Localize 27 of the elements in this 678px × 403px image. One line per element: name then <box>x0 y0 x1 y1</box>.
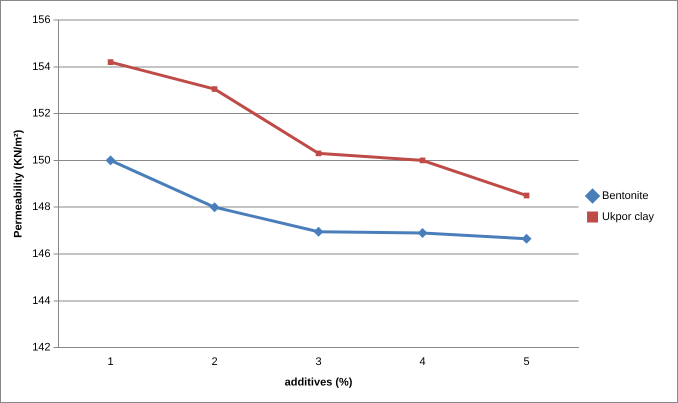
y-tick-label: 150 <box>32 154 51 166</box>
y-tick-label: 152 <box>32 108 51 120</box>
y-tick-label: 144 <box>32 294 51 307</box>
y-tick-label: 156 <box>32 14 51 26</box>
x-axis-title: additives (%) <box>284 376 353 388</box>
point <box>108 59 114 65</box>
y-axis-title: Permeability (KN/m²) <box>12 129 25 238</box>
point <box>316 150 322 156</box>
y-tick-label: 142 <box>32 342 51 354</box>
legend-label: Bentonite <box>602 190 649 202</box>
point <box>522 234 532 244</box>
x-tick-label: 4 <box>419 356 426 368</box>
legend-label: Ukpor clay <box>602 211 654 224</box>
point <box>212 86 218 92</box>
point <box>106 155 116 166</box>
x-tick-label: 2 <box>211 356 218 368</box>
x-tick-label: 3 <box>315 356 322 368</box>
y-tick-label: 154 <box>32 60 51 73</box>
point <box>210 202 220 212</box>
x-tick-label: 1 <box>107 356 114 368</box>
x-tick-label: 5 <box>523 356 530 368</box>
point <box>524 192 530 198</box>
point <box>314 226 324 237</box>
y-tick-label: 146 <box>32 248 51 260</box>
point <box>418 228 428 238</box>
point <box>420 158 426 164</box>
y-tick-label: 148 <box>32 201 51 214</box>
